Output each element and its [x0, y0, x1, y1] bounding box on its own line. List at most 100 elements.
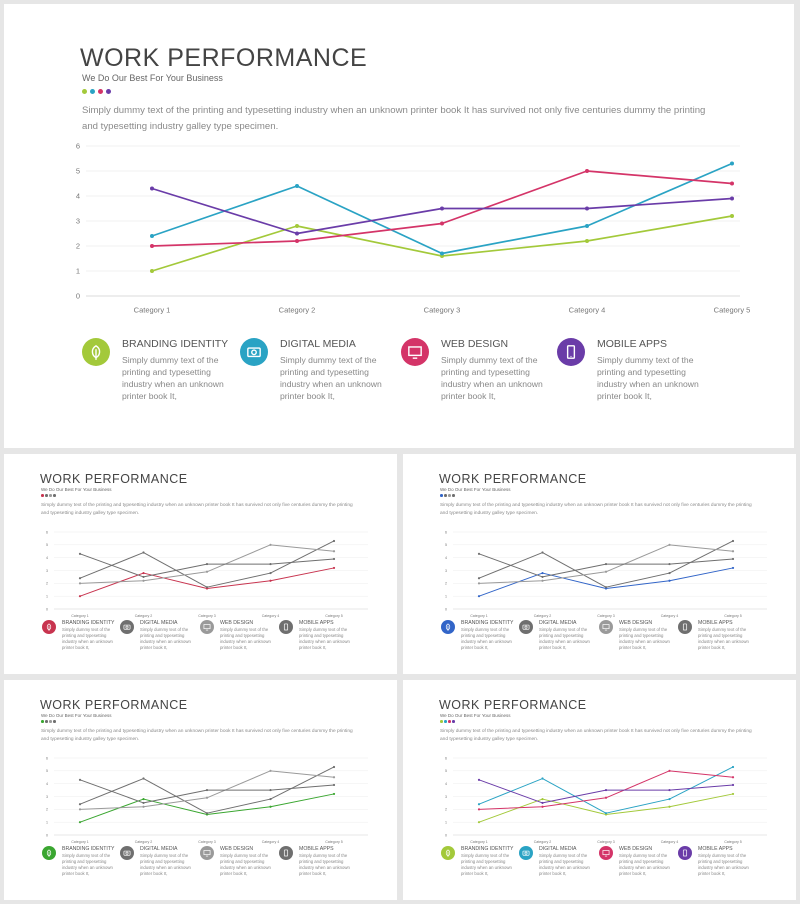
- data-point: [604, 570, 608, 573]
- data-point: [150, 269, 154, 273]
- feature-text: Simply dummy text of the printing and ty…: [698, 627, 749, 650]
- y-tick-label: 6: [445, 530, 447, 534]
- data-point: [78, 821, 82, 824]
- slide-title: WORK PERFORMANCE: [40, 472, 188, 486]
- color-dot: [45, 494, 48, 497]
- camera-icon: [519, 846, 533, 860]
- y-tick-label: 2: [445, 808, 447, 812]
- color-dot: [452, 720, 455, 723]
- data-point: [541, 571, 544, 575]
- camera-icon: [120, 846, 134, 860]
- feature-title: WEB DESIGN: [220, 620, 254, 626]
- y-tick-label: 4: [76, 192, 80, 201]
- data-point: [731, 776, 735, 779]
- slide-description: Simply dummy text of the printing and ty…: [440, 503, 752, 516]
- color-dot: [82, 89, 87, 94]
- data-point: [604, 796, 608, 799]
- data-point: [730, 161, 734, 166]
- data-point: [295, 224, 299, 228]
- series-line: [478, 553, 734, 578]
- series-line: [79, 779, 335, 804]
- feature-text: Simply dummy text of the printing and ty…: [597, 355, 699, 401]
- monitor-icon: [599, 846, 613, 860]
- feature-text: Simply dummy text of the printing and ty…: [461, 853, 512, 876]
- camera-icon: [120, 620, 134, 634]
- x-tick-label: Category 4: [661, 840, 679, 844]
- x-tick-label: Category 3: [198, 840, 216, 844]
- data-point: [78, 577, 82, 580]
- color-dot: [440, 720, 443, 723]
- color-dot: [49, 494, 52, 497]
- data-point: [269, 769, 272, 772]
- monitor-icon: [599, 620, 613, 634]
- y-tick-label: 4: [445, 556, 447, 560]
- data-point: [477, 577, 481, 580]
- data-point: [142, 579, 145, 582]
- data-point: [205, 812, 209, 815]
- feature-text: Simply dummy text of the printing and ty…: [299, 853, 350, 876]
- y-tick-label: 6: [46, 756, 48, 760]
- leaf-icon: [82, 338, 110, 366]
- y-tick-label: 0: [445, 607, 447, 611]
- color-dot: [448, 494, 451, 497]
- data-point: [269, 579, 272, 582]
- data-point: [205, 788, 209, 792]
- data-point: [295, 239, 299, 243]
- series-line: [151, 187, 733, 235]
- data-point: [269, 571, 272, 575]
- y-tick-label: 1: [76, 267, 80, 276]
- feature-text: Simply dummy text of the printing and ty…: [539, 853, 590, 876]
- data-point: [269, 562, 272, 566]
- data-point: [269, 805, 272, 808]
- leaf-icon: [441, 620, 455, 634]
- feature-text: Simply dummy text of the printing and ty…: [122, 355, 224, 401]
- color-dot: [49, 720, 52, 723]
- data-point: [269, 797, 272, 801]
- data-point: [668, 769, 671, 772]
- series-line: [478, 779, 734, 804]
- data-point: [585, 224, 589, 228]
- feature-title: DIGITAL MEDIA: [140, 846, 178, 852]
- data-point: [150, 244, 154, 248]
- camera-icon: [240, 338, 268, 366]
- data-point: [78, 803, 82, 806]
- phone-icon: [678, 846, 692, 860]
- data-point: [332, 550, 336, 553]
- data-point: [142, 797, 145, 801]
- leaf-icon: [42, 620, 56, 634]
- color-dot: [98, 89, 103, 94]
- data-point: [604, 586, 608, 589]
- data-point: [731, 550, 735, 553]
- y-tick-label: 3: [445, 569, 447, 573]
- slide-title: WORK PERFORMANCE: [40, 698, 188, 712]
- data-point: [332, 783, 336, 787]
- thumbnail-red: WORK PERFORMANCE We Do Our Best For Your …: [4, 454, 397, 674]
- y-tick-label: 1: [46, 820, 48, 824]
- slide-subtitle: We Do Our Best For Your Business: [440, 713, 511, 718]
- x-tick-label: Category 5: [724, 614, 742, 618]
- y-tick-label: 0: [46, 607, 48, 611]
- data-point: [205, 562, 209, 566]
- data-point: [477, 582, 481, 585]
- feature-title: MOBILE APPS: [698, 620, 733, 626]
- data-point: [332, 539, 336, 543]
- data-point: [78, 808, 82, 811]
- slide-description: Simply dummy text of the printing and ty…: [41, 729, 353, 742]
- x-tick-label: Category 3: [597, 614, 615, 618]
- data-point: [269, 788, 272, 792]
- feature-text: Simply dummy text of the printing and ty…: [62, 627, 113, 650]
- data-point: [440, 251, 444, 256]
- x-tick-label: Category 5: [724, 840, 742, 844]
- color-dot: [440, 494, 443, 497]
- data-point: [332, 566, 336, 570]
- feature-title: MOBILE APPS: [597, 338, 668, 350]
- data-point: [731, 783, 735, 787]
- feature-text: Simply dummy text of the printing and ty…: [140, 853, 191, 876]
- x-tick-label: Category 2: [135, 840, 153, 844]
- x-tick-label: Category 5: [325, 840, 343, 844]
- data-point: [477, 778, 481, 781]
- thumbnail-color: WORK PERFORMANCE We Do Our Best For Your …: [403, 680, 796, 900]
- data-point: [142, 777, 145, 780]
- color-dot: [45, 720, 48, 723]
- data-point: [205, 586, 209, 589]
